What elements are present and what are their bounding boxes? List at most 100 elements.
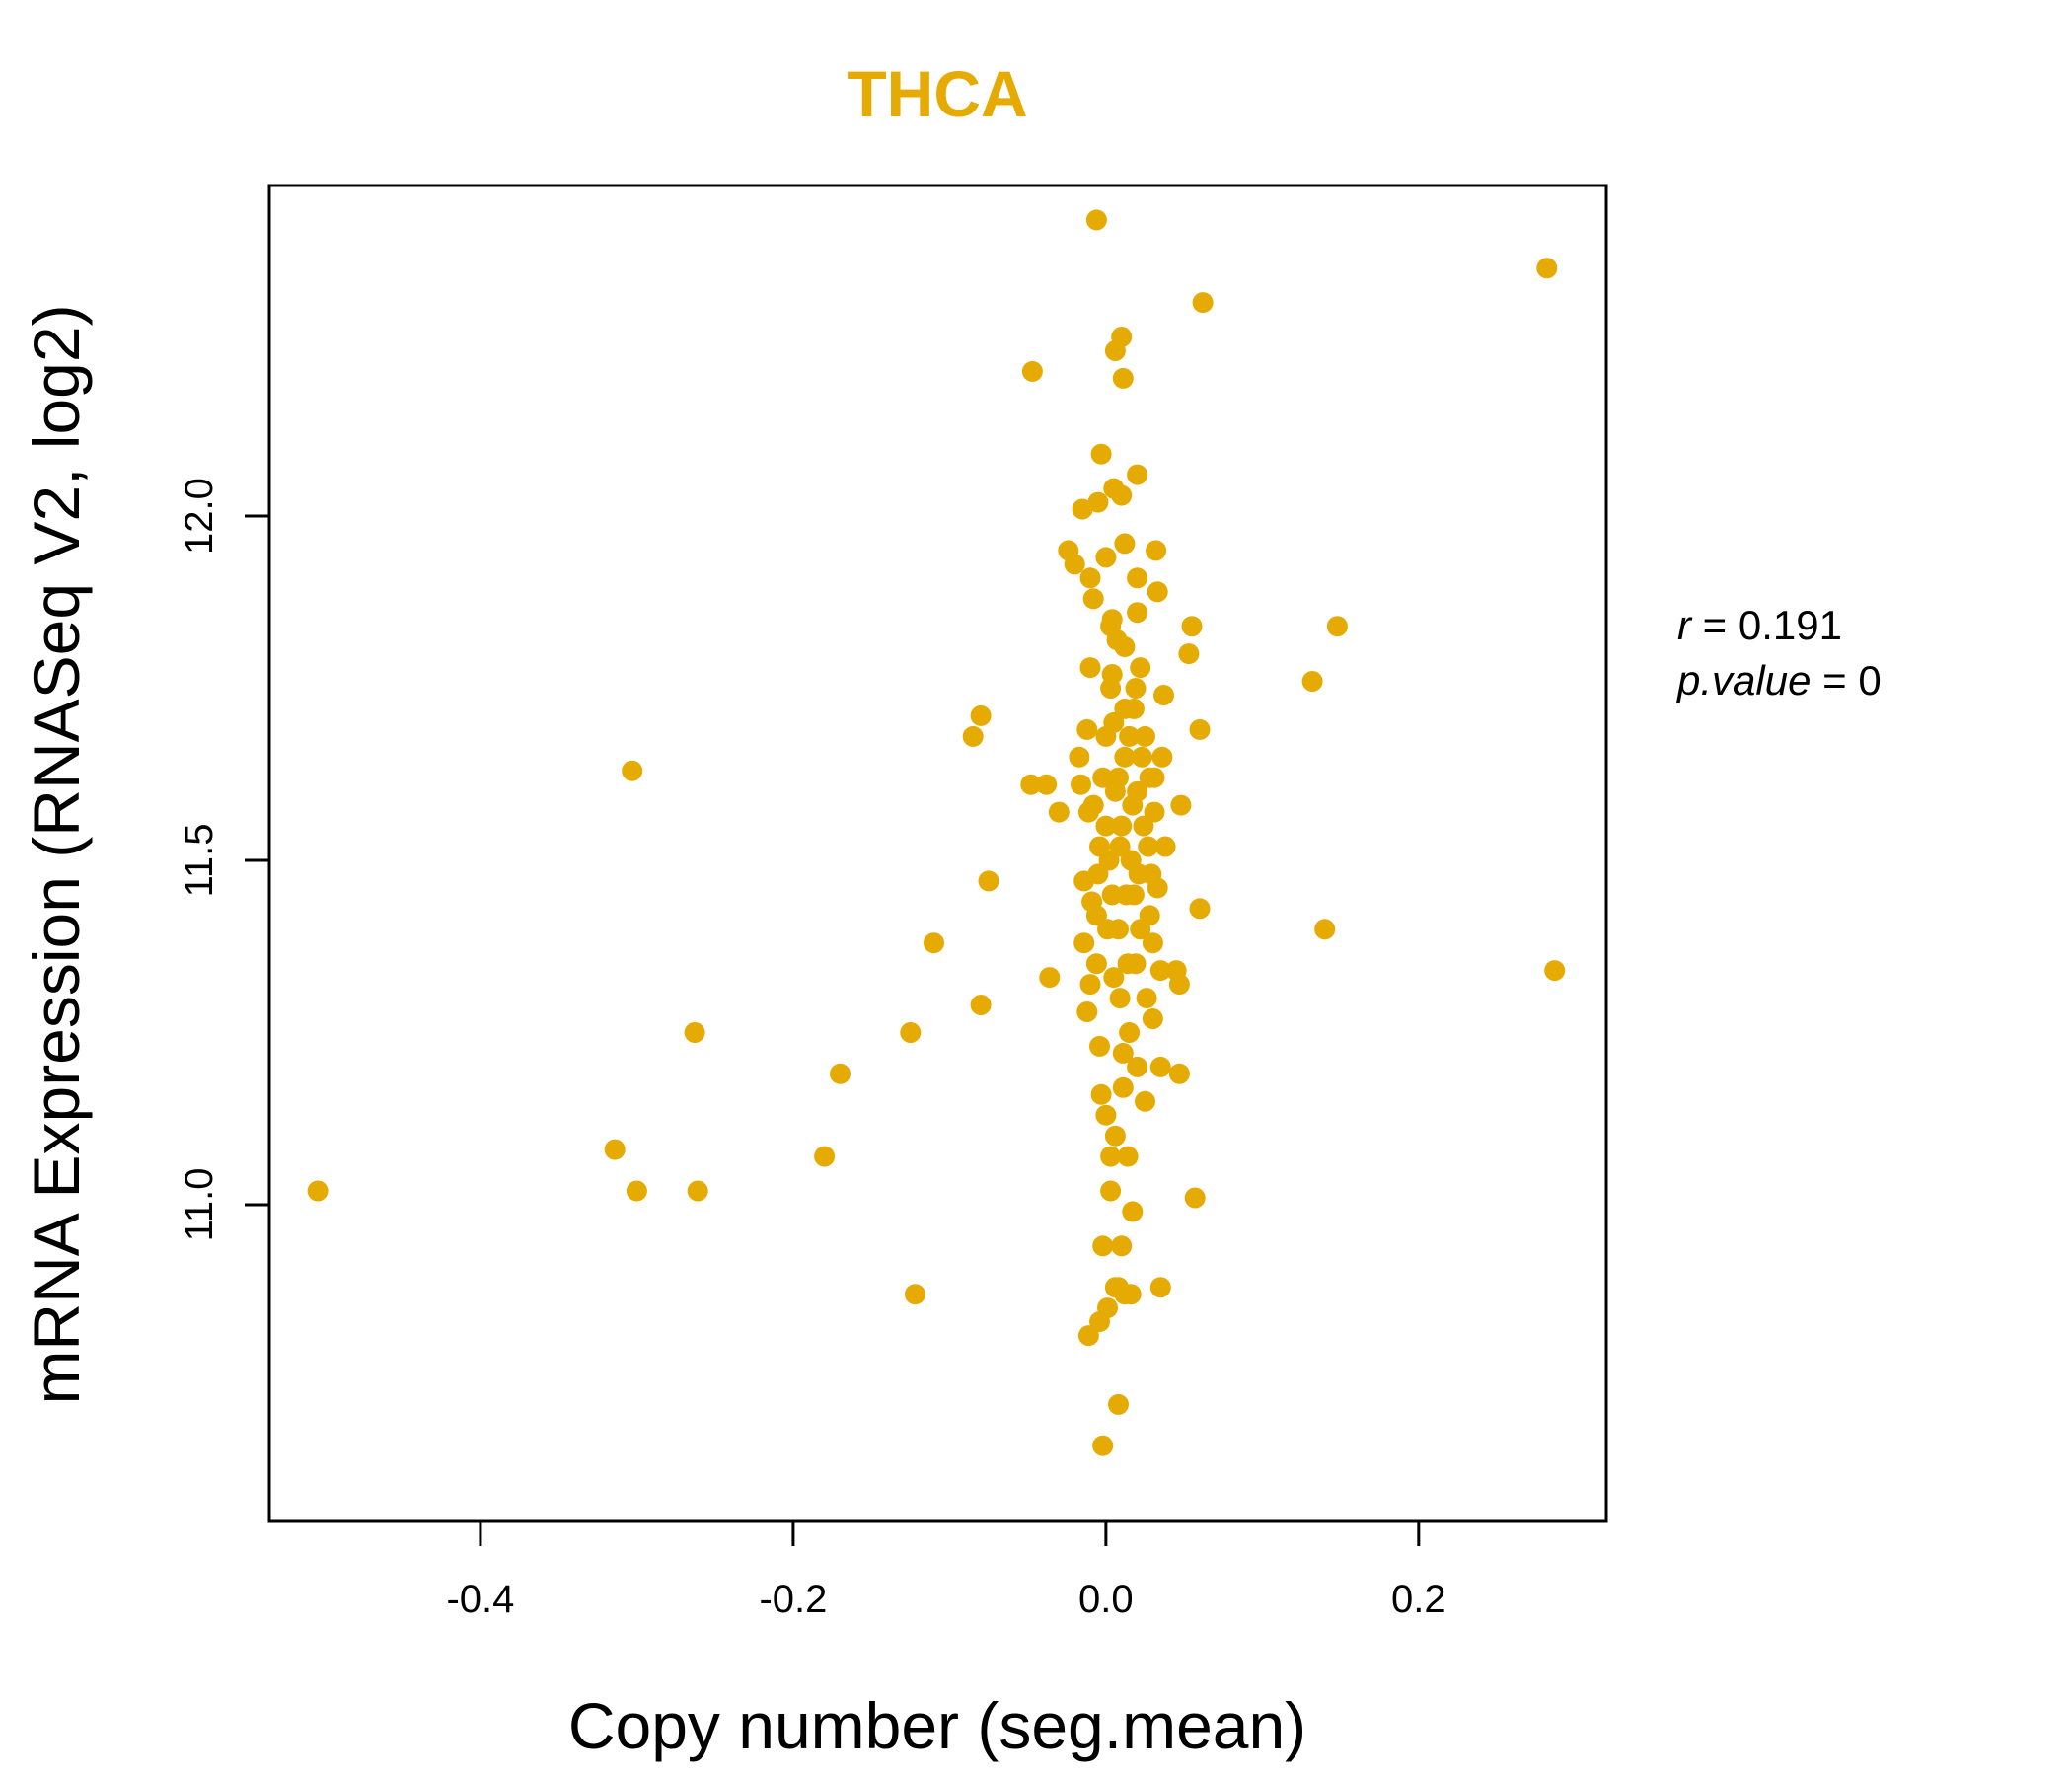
data-point <box>1079 974 1101 996</box>
data-point <box>687 1180 708 1202</box>
data-point <box>1135 725 1155 747</box>
data-point <box>1147 581 1168 603</box>
data-point <box>830 1063 851 1084</box>
data-point <box>1544 960 1566 982</box>
data-point <box>1119 725 1141 747</box>
y-tick-label: 11.5 <box>178 824 221 898</box>
data-point <box>1144 767 1165 788</box>
data-point <box>1090 443 1112 465</box>
data-point <box>1326 616 1348 637</box>
correlation-stat: r = 0.191 <box>1677 602 1842 648</box>
data-point <box>1189 898 1211 920</box>
data-point <box>1079 657 1101 679</box>
data-point <box>1103 478 1125 499</box>
data-point <box>1079 567 1101 589</box>
r-value: 0.191 <box>1739 602 1842 648</box>
y-axis: 11.0 11.5 12.0 <box>178 478 271 1242</box>
data-point <box>1181 616 1203 637</box>
data-point <box>1119 1022 1141 1043</box>
data-point <box>1112 367 1134 389</box>
data-point <box>1168 1063 1190 1084</box>
data-point <box>1111 815 1133 837</box>
data-point <box>1122 1201 1144 1222</box>
data-point <box>1170 794 1192 816</box>
data-point <box>1082 794 1104 816</box>
data-point <box>1116 884 1137 906</box>
data-point <box>1149 960 1171 982</box>
data-point <box>1192 292 1214 314</box>
y-tick-label: 11.0 <box>178 1168 221 1242</box>
data-point <box>1142 932 1163 954</box>
data-point <box>900 1022 922 1043</box>
data-point <box>1139 905 1160 926</box>
data-point <box>1130 657 1151 679</box>
data-point <box>1048 801 1070 823</box>
data-point <box>1076 718 1098 740</box>
data-point <box>1106 629 1128 651</box>
x-axis: -0.4 -0.2 0.0 0.2 <box>446 1519 1446 1621</box>
data-point <box>1089 1311 1110 1333</box>
p-equals: = <box>1811 657 1858 703</box>
data-point <box>1189 718 1211 740</box>
data-point <box>970 704 992 726</box>
y-axis-title: mRNA Expression (RNASeq V2, log2) <box>20 304 93 1404</box>
data-point <box>1142 1008 1163 1029</box>
data-point <box>1127 464 1148 485</box>
data-point <box>1103 967 1125 989</box>
data-point <box>622 760 643 781</box>
data-point <box>604 1139 626 1160</box>
data-point <box>1127 1056 1148 1077</box>
data-point <box>814 1146 836 1167</box>
data-point <box>1154 836 1176 857</box>
data-point <box>1178 643 1200 665</box>
data-point <box>1085 209 1107 231</box>
data-point <box>1020 774 1042 795</box>
data-point <box>1153 685 1174 705</box>
data-point <box>626 1180 647 1202</box>
data-point <box>1184 1187 1206 1209</box>
data-point <box>1092 767 1114 788</box>
data-point <box>1111 1235 1133 1257</box>
data-point <box>1125 678 1147 699</box>
data-point <box>1076 1001 1098 1022</box>
data-point <box>1071 774 1091 795</box>
r-label: r <box>1677 602 1693 648</box>
data-point <box>1117 1146 1139 1167</box>
x-axis-title: Copy number (seg.mean) <box>568 1689 1306 1762</box>
p-value-stat: p.value = 0 <box>1675 657 1882 703</box>
plot-frame <box>267 184 1608 1523</box>
data-point <box>1123 698 1145 719</box>
x-tick-label: -0.2 <box>759 1578 827 1621</box>
data-point <box>1108 1393 1129 1415</box>
data-point <box>1133 815 1154 837</box>
data-point <box>1114 746 1136 768</box>
data-points <box>307 209 1566 1456</box>
data-point <box>1112 1076 1134 1098</box>
data-point <box>1039 967 1061 989</box>
data-point <box>1058 540 1079 561</box>
data-point <box>978 870 999 892</box>
x-tick-label: 0.2 <box>1391 1578 1446 1621</box>
data-point <box>1089 1035 1110 1057</box>
data-point <box>1090 1083 1112 1105</box>
data-point <box>1095 547 1117 568</box>
data-point <box>1146 540 1167 561</box>
data-point <box>970 995 992 1015</box>
data-point <box>1072 498 1093 520</box>
data-point <box>1112 1042 1134 1064</box>
data-point <box>1077 1325 1099 1347</box>
data-point <box>1125 953 1147 975</box>
data-point <box>1144 801 1165 823</box>
data-point <box>1092 1435 1114 1456</box>
r-equals: = <box>1691 602 1739 648</box>
data-point <box>1097 919 1118 940</box>
data-point <box>1104 1125 1126 1147</box>
data-point <box>1138 836 1159 857</box>
data-point <box>1073 932 1095 954</box>
data-point <box>1101 609 1123 630</box>
x-tick-label: -0.4 <box>446 1578 514 1621</box>
data-point <box>1095 1104 1117 1126</box>
data-point <box>1095 815 1117 837</box>
data-point <box>1069 746 1090 768</box>
data-point <box>1085 905 1107 926</box>
